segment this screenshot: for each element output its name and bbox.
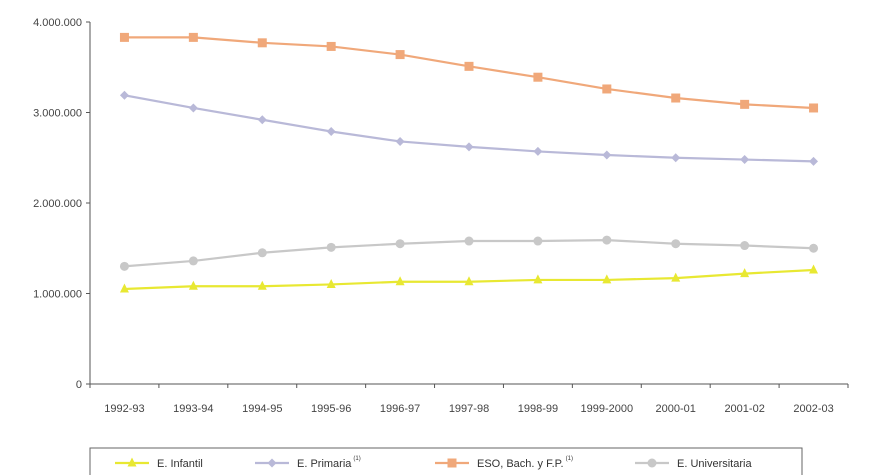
- data-point: [326, 242, 336, 252]
- x-tick-label: 2001-02: [724, 403, 764, 415]
- x-tick-label: 1993-94: [173, 403, 213, 415]
- legend-superscript: (1): [353, 456, 360, 462]
- data-point: [809, 156, 819, 166]
- data-point: [671, 93, 681, 103]
- data-point: [602, 274, 612, 284]
- data-point: [188, 280, 198, 290]
- y-tick-label: 0: [76, 379, 82, 391]
- legend-swatch-marker: [267, 458, 277, 468]
- series-line-2: [124, 36, 814, 110]
- data-point: [119, 283, 129, 293]
- data-point: [257, 248, 267, 258]
- data-point: [326, 127, 336, 137]
- data-point: [809, 264, 819, 274]
- data-point: [119, 32, 129, 42]
- y-tick-label: 2.000.000: [33, 198, 82, 210]
- data-point: [533, 146, 543, 156]
- data-point: [464, 236, 474, 246]
- data-point: [395, 136, 405, 146]
- data-point: [671, 239, 681, 249]
- data-point: [395, 276, 405, 286]
- data-point: [395, 239, 405, 249]
- data-point: [533, 274, 543, 284]
- x-tick-label: 1995-96: [311, 403, 351, 415]
- y-tick-label: 3.000.000: [33, 108, 82, 120]
- data-point: [671, 272, 681, 282]
- x-tick-label: 2002-03: [793, 403, 833, 415]
- data-point: [395, 50, 405, 60]
- legend-label: ESO, Bach. y F.P.: [477, 458, 564, 470]
- data-point: [326, 41, 336, 51]
- data-point: [326, 278, 336, 288]
- y-tick-label: 1.000.000: [33, 289, 82, 301]
- x-tick-label: 1997-98: [449, 403, 489, 415]
- data-point: [464, 61, 474, 71]
- data-point: [257, 280, 267, 290]
- x-tick-label: 1996-97: [380, 403, 420, 415]
- data-point: [464, 142, 474, 152]
- data-point: [740, 155, 750, 165]
- data-point: [188, 32, 198, 42]
- legend-box: [89, 447, 803, 475]
- legend-label: E. Primaria: [297, 458, 352, 470]
- data-point: [602, 235, 612, 245]
- data-point: [257, 115, 267, 125]
- data-point: [671, 153, 681, 163]
- legend-swatch-marker: [127, 457, 137, 467]
- data-point: [602, 84, 612, 94]
- data-point: [188, 103, 198, 113]
- data-point: [740, 268, 750, 278]
- data-point: [740, 241, 750, 251]
- data-point: [809, 103, 819, 113]
- legend-swatch-marker: [647, 458, 657, 468]
- x-tick-label: 1994-95: [242, 403, 282, 415]
- x-tick-label: 1998-99: [518, 403, 558, 415]
- x-tick-label: 1992-93: [104, 403, 144, 415]
- data-point: [257, 38, 267, 48]
- series-line-1: [124, 94, 814, 163]
- legend-swatch-marker: [447, 458, 457, 468]
- x-tick-label: 1999-2000: [581, 403, 634, 415]
- data-point: [188, 256, 198, 266]
- legend-label: E. Universitaria: [677, 458, 752, 470]
- y-tick-label: 4.000.000: [33, 17, 82, 29]
- data-point: [464, 276, 474, 286]
- data-point: [119, 90, 129, 100]
- data-point: [809, 243, 819, 253]
- legend-superscript: (1): [566, 456, 573, 462]
- data-point: [533, 236, 543, 246]
- legend-label: E. Infantil: [157, 458, 203, 470]
- data-point: [533, 72, 543, 82]
- data-point: [602, 150, 612, 160]
- data-point: [740, 99, 750, 109]
- x-tick-label: 2000-01: [656, 403, 696, 415]
- data-point: [119, 261, 129, 271]
